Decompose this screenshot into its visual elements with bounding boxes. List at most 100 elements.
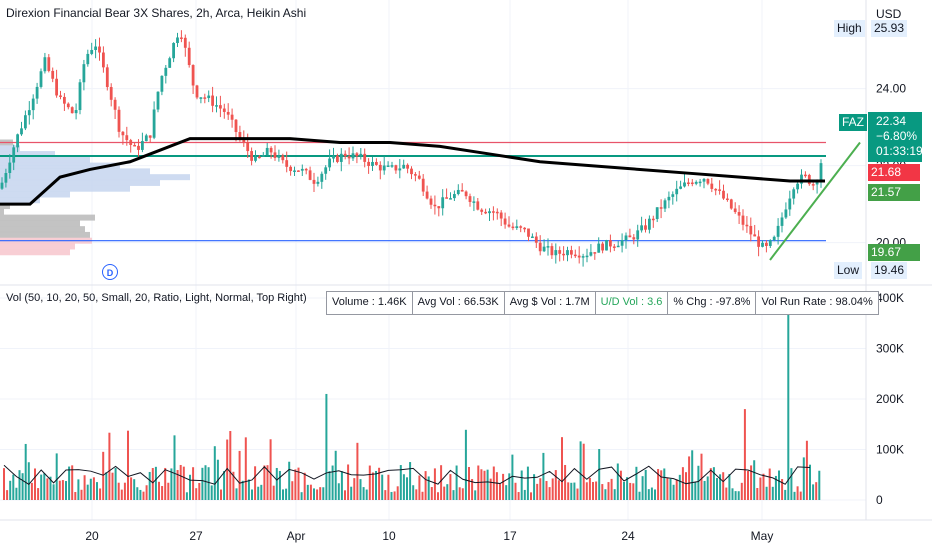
volume-bar <box>483 470 486 500</box>
candle-body <box>324 167 328 174</box>
volume-profile-bar <box>0 151 55 158</box>
time-tick-label: 20 <box>85 529 99 543</box>
volume-bar <box>582 443 585 500</box>
candle-body <box>27 110 31 116</box>
candle-body <box>573 254 577 257</box>
candle-body <box>476 201 480 210</box>
candle-body <box>382 165 386 171</box>
volume-bar <box>340 471 343 500</box>
volume-bar <box>288 461 291 500</box>
volume-bar <box>27 462 30 500</box>
volume-bar <box>728 474 731 500</box>
volume-bar <box>756 488 759 500</box>
volume-bar <box>52 484 55 500</box>
volume-bar <box>458 487 461 500</box>
candle-body <box>86 53 90 65</box>
candle-body <box>570 250 573 255</box>
dividend-marker[interactable]: D <box>102 264 118 280</box>
candle-body <box>538 242 542 252</box>
volume-bar <box>371 472 374 500</box>
volume-bar <box>759 477 762 500</box>
candle-body <box>367 161 370 166</box>
volume-bar <box>65 481 67 500</box>
volume-bar <box>471 479 474 500</box>
volume-bar <box>486 469 489 500</box>
candle-body <box>531 236 534 239</box>
volume-profile-bar <box>0 145 20 152</box>
volume-bar <box>610 478 613 500</box>
candle-body <box>180 37 183 39</box>
candle-body <box>729 199 733 209</box>
candle-body <box>308 170 312 180</box>
candle-body <box>804 174 807 177</box>
time-axis-ticks[interactable]: 20 27 Apr 10 17 24 May <box>85 529 773 543</box>
volume-bar <box>691 450 694 500</box>
volume-bar <box>154 466 157 500</box>
volume-axis-ticks[interactable]: 400K 300K 200K 100K 0 <box>876 291 904 507</box>
volume-bar <box>170 468 173 500</box>
candle-body <box>269 147 273 153</box>
candle-body <box>503 218 507 225</box>
volume-bar <box>96 482 98 500</box>
candle-body <box>43 57 47 72</box>
candle-body <box>718 189 721 191</box>
volume-bar <box>604 489 607 500</box>
volume-bar <box>402 474 405 500</box>
stat-avg-vol: Avg Vol : 66.53K <box>413 292 505 314</box>
volume-bar <box>716 478 718 500</box>
volume-bar <box>564 464 567 500</box>
candle-body <box>351 153 355 159</box>
volume-bar <box>21 473 24 500</box>
ticker-tag[interactable]: FAZ <box>839 114 868 131</box>
volume-bar <box>18 470 21 500</box>
candle-body <box>375 161 378 165</box>
volume-bar <box>567 482 570 500</box>
volume-profile-bar <box>0 162 120 169</box>
volume-bar <box>437 492 439 500</box>
volume-bar <box>195 488 198 500</box>
volume-bar <box>517 492 520 500</box>
candle-body <box>655 207 659 219</box>
volume-bar <box>480 469 483 500</box>
volume-bar <box>99 488 102 500</box>
volume-bar <box>306 484 309 500</box>
volume-bar <box>173 435 176 500</box>
volume-bar <box>347 464 350 500</box>
volume-bar <box>409 462 412 500</box>
volume-bar <box>3 468 5 500</box>
candle-body <box>488 211 491 214</box>
volume-bar <box>424 471 427 500</box>
volume-bar <box>514 482 517 500</box>
volume-bar <box>430 487 433 500</box>
candle-body <box>304 168 308 171</box>
volume-tick-label: 0 <box>876 493 883 507</box>
candle-body <box>156 91 160 110</box>
candle-body <box>183 37 187 48</box>
volume-indicator-title[interactable]: Vol (50, 10, 20, 50, Small, 20, Ratio, L… <box>6 292 307 304</box>
candle-body <box>698 181 702 184</box>
support-level-tag: 19.67 <box>868 244 920 261</box>
candle-body <box>519 226 523 228</box>
time-tick-label: 27 <box>189 529 203 543</box>
candle-body <box>507 224 511 227</box>
volume-bar <box>238 450 241 500</box>
volume-bar <box>384 490 387 500</box>
volume-bar <box>145 485 148 500</box>
volume-bar <box>669 478 672 500</box>
volume-bar <box>412 485 415 500</box>
candle-body <box>449 198 452 200</box>
volume-bar <box>725 487 728 500</box>
candle-body <box>265 147 269 156</box>
candle-body <box>355 153 359 157</box>
volume-bar <box>151 468 154 500</box>
candle-body <box>726 198 729 201</box>
volume-bar <box>499 484 501 500</box>
candle-body <box>4 173 8 183</box>
candle-body <box>737 212 741 216</box>
volume-bar <box>796 486 799 500</box>
candle-body <box>320 173 324 182</box>
candle-body <box>289 166 292 172</box>
currency-label[interactable]: USD <box>876 7 902 21</box>
volume-bar <box>229 431 232 500</box>
